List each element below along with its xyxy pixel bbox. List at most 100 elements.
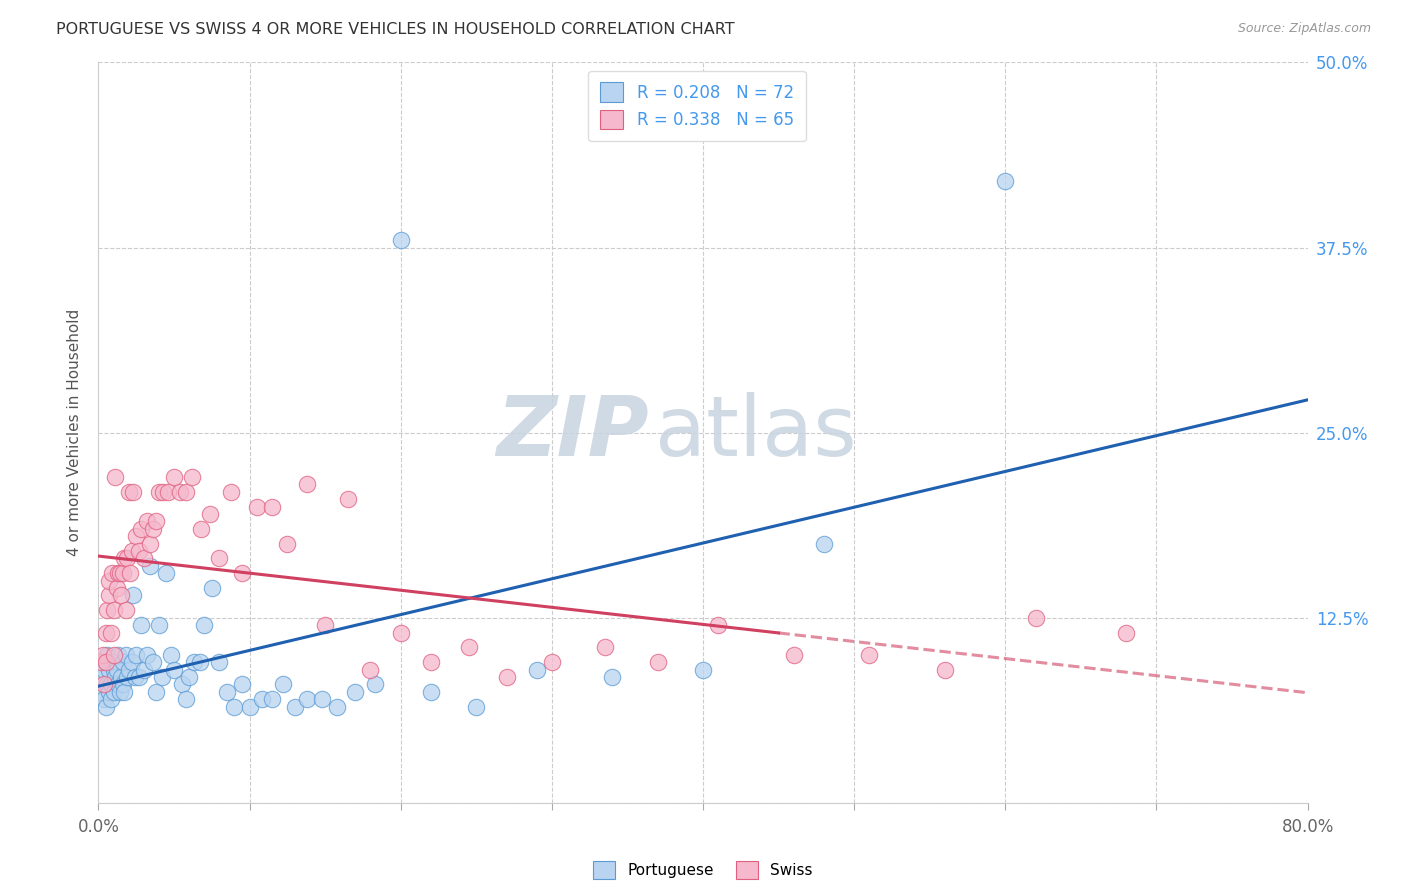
Point <box>139 536 162 550</box>
Point <box>98 663 121 677</box>
Point <box>262 692 284 706</box>
Point <box>129 618 152 632</box>
Point <box>181 470 204 484</box>
Point <box>239 699 262 714</box>
Point <box>188 655 211 669</box>
Point <box>98 685 121 699</box>
Point <box>132 551 155 566</box>
Point <box>336 492 359 507</box>
Legend: Portuguese, Swiss: Portuguese, Swiss <box>588 855 818 885</box>
Point <box>94 699 117 714</box>
Point <box>128 544 150 558</box>
Point <box>148 484 170 499</box>
Point <box>112 685 135 699</box>
Point <box>94 625 117 640</box>
Point <box>326 699 349 714</box>
Point <box>125 529 148 543</box>
Point <box>150 670 173 684</box>
Point <box>98 589 121 603</box>
Point <box>420 655 443 669</box>
Point <box>174 692 197 706</box>
Point <box>108 566 131 581</box>
Point <box>262 500 284 514</box>
Point <box>276 536 298 550</box>
Point <box>120 566 142 581</box>
Point <box>311 692 333 706</box>
Point <box>540 655 562 669</box>
Point <box>98 574 121 588</box>
Point <box>96 648 118 662</box>
Point <box>107 648 129 662</box>
Point <box>107 677 129 691</box>
Point <box>103 648 125 662</box>
Point <box>135 648 157 662</box>
Point <box>103 685 125 699</box>
Point <box>231 566 253 581</box>
Point <box>105 663 128 677</box>
Text: Source: ZipAtlas.com: Source: ZipAtlas.com <box>1237 22 1371 36</box>
Point <box>193 618 215 632</box>
Point <box>122 589 145 603</box>
Point <box>122 484 145 499</box>
Point <box>129 522 152 536</box>
Text: atlas: atlas <box>655 392 856 473</box>
Point <box>121 544 143 558</box>
Point <box>208 655 231 669</box>
Point <box>121 655 143 669</box>
Point <box>145 515 167 529</box>
Point <box>994 174 1017 188</box>
Y-axis label: 4 or more Vehicles in Household: 4 or more Vehicles in Household <box>67 309 83 557</box>
Text: ZIP: ZIP <box>496 392 648 473</box>
Point <box>858 648 880 662</box>
Point <box>647 655 669 669</box>
Point <box>526 663 548 677</box>
Point <box>103 663 125 677</box>
Point <box>1024 610 1046 624</box>
Point <box>104 470 127 484</box>
Point <box>208 551 231 566</box>
Point <box>110 670 132 684</box>
Point <box>100 625 122 640</box>
Point <box>271 677 294 691</box>
Point <box>934 663 956 677</box>
Point <box>246 500 269 514</box>
Point <box>145 685 167 699</box>
Point <box>124 670 146 684</box>
Point <box>389 233 412 247</box>
Point <box>114 603 136 617</box>
Point <box>142 522 165 536</box>
Point <box>103 603 125 617</box>
Point <box>148 618 170 632</box>
Point <box>107 566 129 581</box>
Point <box>170 677 193 691</box>
Point <box>96 677 118 691</box>
Point <box>215 685 238 699</box>
Point <box>139 558 162 573</box>
Point <box>125 648 148 662</box>
Point <box>457 640 479 655</box>
Point <box>183 655 205 669</box>
Point <box>224 699 246 714</box>
Point <box>201 581 224 595</box>
Point <box>128 670 150 684</box>
Point <box>93 692 115 706</box>
Point <box>114 648 136 662</box>
Point <box>112 551 135 566</box>
Point <box>163 470 186 484</box>
Point <box>593 640 616 655</box>
Point <box>783 648 806 662</box>
Point <box>420 685 443 699</box>
Point <box>221 484 243 499</box>
Point <box>156 484 179 499</box>
Point <box>169 484 191 499</box>
Point <box>111 566 134 581</box>
Point <box>314 618 336 632</box>
Point <box>118 484 141 499</box>
Point <box>142 655 165 669</box>
Point <box>692 663 714 677</box>
Point <box>465 699 488 714</box>
Point <box>495 670 517 684</box>
Point <box>101 566 124 581</box>
Point <box>231 677 253 691</box>
Point <box>295 477 318 491</box>
